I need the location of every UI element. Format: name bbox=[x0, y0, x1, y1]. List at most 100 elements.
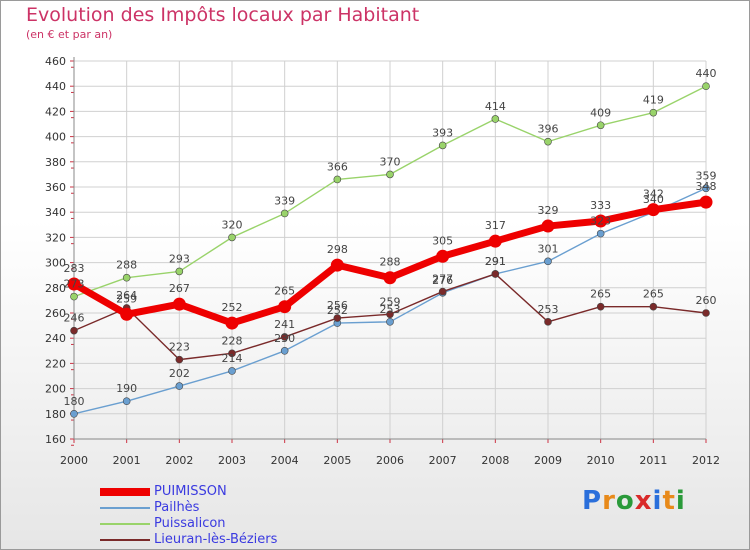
point-puissalicon-2003 bbox=[228, 233, 236, 242]
data-label-lieuran-l-s-b-ziers-2003: 228 bbox=[222, 334, 243, 347]
data-label-lieuran-l-s-b-ziers-2008: 291 bbox=[485, 255, 506, 268]
point-lieuran-l-s-b-ziers-2011 bbox=[649, 302, 658, 311]
point-lieuran-l-s-b-ziers-2003 bbox=[228, 349, 236, 358]
point-puissalicon-2006 bbox=[386, 170, 394, 179]
point-lieuran-l-s-b-ziers-2007 bbox=[438, 287, 447, 296]
point-lieuran-l-s-b-ziers-2012 bbox=[702, 309, 710, 317]
data-label-puimisson-2003: 252 bbox=[222, 301, 243, 314]
logo-letter: x bbox=[634, 486, 653, 516]
point-lieuran-l-s-b-ziers-2005 bbox=[333, 314, 342, 322]
data-label-puissalicon-2004: 339 bbox=[274, 194, 295, 207]
logo-letter: t bbox=[662, 486, 676, 516]
y-tick-label-240: 240 bbox=[45, 332, 66, 345]
x-tick-label-2000: 2000 bbox=[60, 454, 88, 467]
data-label-pailh-s-2006: 253 bbox=[380, 303, 401, 316]
data-label-puissalicon-2009: 396 bbox=[538, 123, 559, 136]
data-label-lieuran-l-s-b-ziers-2000: 246 bbox=[64, 312, 85, 325]
x-tick-label-2007: 2007 bbox=[429, 454, 457, 467]
point-pailh-s-2006 bbox=[386, 318, 394, 326]
y-tick-label-460: 460 bbox=[45, 55, 66, 68]
y-tick-label-420: 420 bbox=[45, 105, 66, 118]
data-label-puissalicon-2000: 273 bbox=[64, 278, 85, 291]
point-puissalicon-2012 bbox=[702, 82, 710, 90]
point-puissalicon-2001 bbox=[122, 273, 131, 282]
data-label-puimisson-2008: 317 bbox=[485, 219, 506, 232]
y-tick-label-380: 380 bbox=[45, 156, 66, 169]
logo-letter: o bbox=[615, 486, 635, 516]
x-tick-label-2002: 2002 bbox=[165, 454, 193, 467]
series-group bbox=[67, 82, 713, 418]
data-label-pailh-s-2001: 190 bbox=[116, 382, 137, 395]
data-label-pailh-s-2000: 180 bbox=[64, 395, 85, 408]
logo-letter: P bbox=[582, 486, 603, 516]
data-label-pailh-s-2005: 252 bbox=[327, 304, 348, 317]
point-puissalicon-2007 bbox=[438, 141, 447, 150]
y-tick-label-340: 340 bbox=[45, 206, 66, 219]
point-puimisson-2007 bbox=[436, 249, 450, 263]
logo-letter: r bbox=[602, 486, 616, 516]
x-tick-label-2012: 2012 bbox=[692, 454, 720, 467]
point-puimisson-2010 bbox=[594, 214, 608, 228]
y-tick-label-300: 300 bbox=[45, 257, 66, 270]
point-lieuran-l-s-b-ziers-2006 bbox=[386, 310, 394, 319]
point-puimisson-2006 bbox=[383, 271, 397, 285]
point-lieuran-l-s-b-ziers-2004 bbox=[280, 333, 289, 341]
y-tick-label-220: 220 bbox=[45, 357, 66, 370]
point-puimisson-2002 bbox=[172, 297, 186, 311]
data-label-lieuran-l-s-b-ziers-2012: 260 bbox=[696, 294, 717, 307]
data-label-lieuran-l-s-b-ziers-2007: 277 bbox=[432, 273, 453, 286]
data-label-puissalicon-2012: 440 bbox=[696, 67, 717, 80]
data-label-puissalicon-2007: 393 bbox=[432, 126, 453, 139]
point-puimisson-2008 bbox=[488, 234, 502, 248]
chart-title: Evolution des Impôts locaux par Habitant bbox=[26, 4, 420, 26]
data-label-puissalicon-2003: 320 bbox=[222, 218, 243, 231]
data-label-puissalicon-2002: 293 bbox=[169, 252, 190, 265]
point-pailh-s-2009 bbox=[544, 257, 552, 266]
point-puissalicon-2004 bbox=[280, 209, 289, 218]
data-label-lieuran-l-s-b-ziers-2011: 265 bbox=[643, 288, 664, 301]
point-puimisson-2011 bbox=[646, 203, 660, 217]
grid-lines bbox=[73, 60, 707, 440]
data-label-pailh-s-2008: 291 bbox=[485, 255, 506, 268]
point-pailh-s-2002 bbox=[175, 382, 184, 390]
data-label-puimisson-2012: 348 bbox=[696, 180, 717, 193]
data-label-puimisson-2007: 305 bbox=[432, 234, 453, 247]
y-tick-label-440: 440 bbox=[45, 80, 66, 93]
logo-letter: i bbox=[652, 486, 663, 516]
y-tick-label-320: 320 bbox=[45, 231, 66, 244]
point-lieuran-l-s-b-ziers-2008 bbox=[491, 270, 500, 278]
point-puimisson-2005 bbox=[330, 258, 344, 272]
point-puimisson-2000 bbox=[67, 277, 81, 291]
data-label-pailh-s-2012: 359 bbox=[696, 169, 717, 182]
point-lieuran-l-s-b-ziers-2009 bbox=[544, 318, 552, 326]
x-tick-label-2005: 2005 bbox=[323, 454, 351, 467]
point-puissalicon-2010 bbox=[596, 121, 605, 130]
logo-letter: i bbox=[675, 486, 686, 516]
point-puissalicon-2009 bbox=[544, 137, 552, 146]
legend-label-pailh-s: Pailhès bbox=[154, 500, 200, 515]
data-label-puissalicon-2011: 419 bbox=[643, 94, 664, 107]
x-tick-label-2010: 2010 bbox=[587, 454, 615, 467]
data-label-pailh-s-2003: 214 bbox=[222, 352, 243, 365]
y-tick-label-260: 260 bbox=[45, 307, 66, 320]
data-label-puimisson-2001: 259 bbox=[116, 292, 137, 305]
point-pailh-s-2003 bbox=[228, 367, 236, 375]
data-label-puissalicon-2008: 414 bbox=[485, 100, 506, 113]
x-tick-label-2001: 2001 bbox=[113, 454, 141, 467]
y-tick-label-180: 180 bbox=[45, 408, 66, 421]
data-label-lieuran-l-s-b-ziers-2009: 253 bbox=[538, 303, 559, 316]
legend-label-lieuran-l-s-b-ziers: Lieuran-lès-Béziers bbox=[154, 532, 278, 547]
data-label-lieuran-l-s-b-ziers-2005: 256 bbox=[327, 299, 348, 312]
x-tick-label-2004: 2004 bbox=[271, 454, 299, 467]
point-puissalicon-2005 bbox=[333, 175, 342, 184]
point-puimisson-2001 bbox=[120, 307, 134, 321]
data-label-puimisson-2002: 267 bbox=[169, 282, 190, 295]
proxiti-logo: Proxiti bbox=[582, 486, 686, 516]
legend-swatch-lieuran-l-s-b-ziers bbox=[100, 539, 150, 541]
legend-swatch-pailh-s bbox=[100, 507, 150, 509]
point-puissalicon-2008 bbox=[491, 115, 500, 123]
x-tick-label-2008: 2008 bbox=[481, 454, 509, 467]
point-puissalicon-2000 bbox=[70, 292, 78, 301]
point-puissalicon-2002 bbox=[175, 267, 184, 276]
y-tick-label-400: 400 bbox=[45, 131, 66, 144]
